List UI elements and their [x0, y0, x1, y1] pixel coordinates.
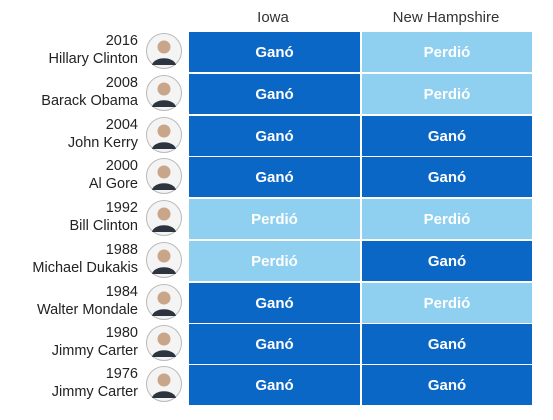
table-row: 2008 Barack Obama Ganó Perdió	[0, 74, 553, 114]
portrait-icon	[152, 332, 176, 357]
table-row: 1988 Michael Dukakis Perdió Ganó	[0, 241, 553, 281]
cell-iowa: Ganó	[189, 365, 360, 405]
candidate-name: Michael Dukakis	[32, 260, 138, 276]
candidate-year: 2000	[105, 158, 138, 174]
avatar	[146, 284, 182, 320]
candidate-year: 2008	[105, 75, 138, 91]
cell-new-hampshire: Perdió	[362, 199, 532, 239]
avatar	[146, 200, 182, 236]
table-row: 2004 John Kerry Ganó Ganó	[0, 116, 553, 156]
cell-new-hampshire: Ganó	[362, 157, 532, 197]
candidate-year: 2016	[105, 33, 138, 49]
candidate-year: 2004	[105, 117, 138, 133]
cell-new-hampshire: Perdió	[362, 74, 532, 114]
table-row: 1984 Walter Mondale Ganó Perdió	[0, 283, 553, 323]
table-row: 2016 Hillary Clinton Ganó Perdió	[0, 32, 553, 72]
table-row: 1976 Jimmy Carter Ganó Ganó	[0, 365, 553, 405]
cell-new-hampshire: Perdió	[362, 283, 532, 323]
candidate-name: John Kerry	[67, 135, 138, 151]
candidate-year: 1984	[105, 284, 138, 300]
avatar	[146, 366, 182, 402]
candidate-name: Jimmy Carter	[51, 384, 138, 400]
portrait-icon	[152, 124, 176, 149]
cell-new-hampshire: Perdió	[362, 32, 532, 72]
cell-new-hampshire: Ganó	[362, 116, 532, 156]
column-header-iowa: Iowa	[257, 9, 289, 26]
avatar	[146, 33, 182, 69]
candidate-year: 1976	[105, 366, 138, 382]
candidate-name: Al Gore	[88, 176, 138, 192]
cell-iowa: Ganó	[189, 324, 360, 364]
portrait-icon	[152, 373, 176, 398]
candidate-year: 1992	[105, 200, 138, 216]
portrait-icon	[152, 249, 176, 274]
avatar	[146, 242, 182, 278]
portrait-icon	[152, 40, 176, 65]
cell-new-hampshire: Ganó	[362, 324, 532, 364]
candidate-year: 1980	[105, 325, 138, 341]
cell-iowa: Ganó	[189, 32, 360, 72]
candidate-name: Walter Mondale	[36, 302, 138, 318]
table-row: 1992 Bill Clinton Perdió Perdió	[0, 199, 553, 239]
candidate-name: Barack Obama	[41, 93, 138, 109]
candidate-name: Hillary Clinton	[48, 51, 138, 67]
avatar	[146, 117, 182, 153]
cell-new-hampshire: Ganó	[362, 365, 532, 405]
cell-iowa: Ganó	[189, 116, 360, 156]
portrait-icon	[152, 207, 176, 232]
portrait-icon	[152, 165, 176, 190]
column-header-new-hampshire: New Hampshire	[392, 9, 500, 26]
avatar	[146, 75, 182, 111]
portrait-icon	[152, 82, 176, 107]
cell-iowa: Perdió	[189, 241, 360, 281]
candidate-name: Bill Clinton	[69, 218, 139, 234]
candidate-year: 1988	[105, 242, 138, 258]
table-row: 1980 Jimmy Carter Ganó Ganó	[0, 324, 553, 364]
table-row: 2000 Al Gore Ganó Ganó	[0, 157, 553, 197]
avatar	[146, 158, 182, 194]
cell-iowa: Perdió	[189, 199, 360, 239]
portrait-icon	[152, 291, 176, 316]
candidate-name: Jimmy Carter	[51, 343, 138, 359]
cell-iowa: Ganó	[189, 157, 360, 197]
cell-iowa: Ganó	[189, 283, 360, 323]
cell-new-hampshire: Ganó	[362, 241, 532, 281]
cell-iowa: Ganó	[189, 74, 360, 114]
avatar	[146, 325, 182, 361]
